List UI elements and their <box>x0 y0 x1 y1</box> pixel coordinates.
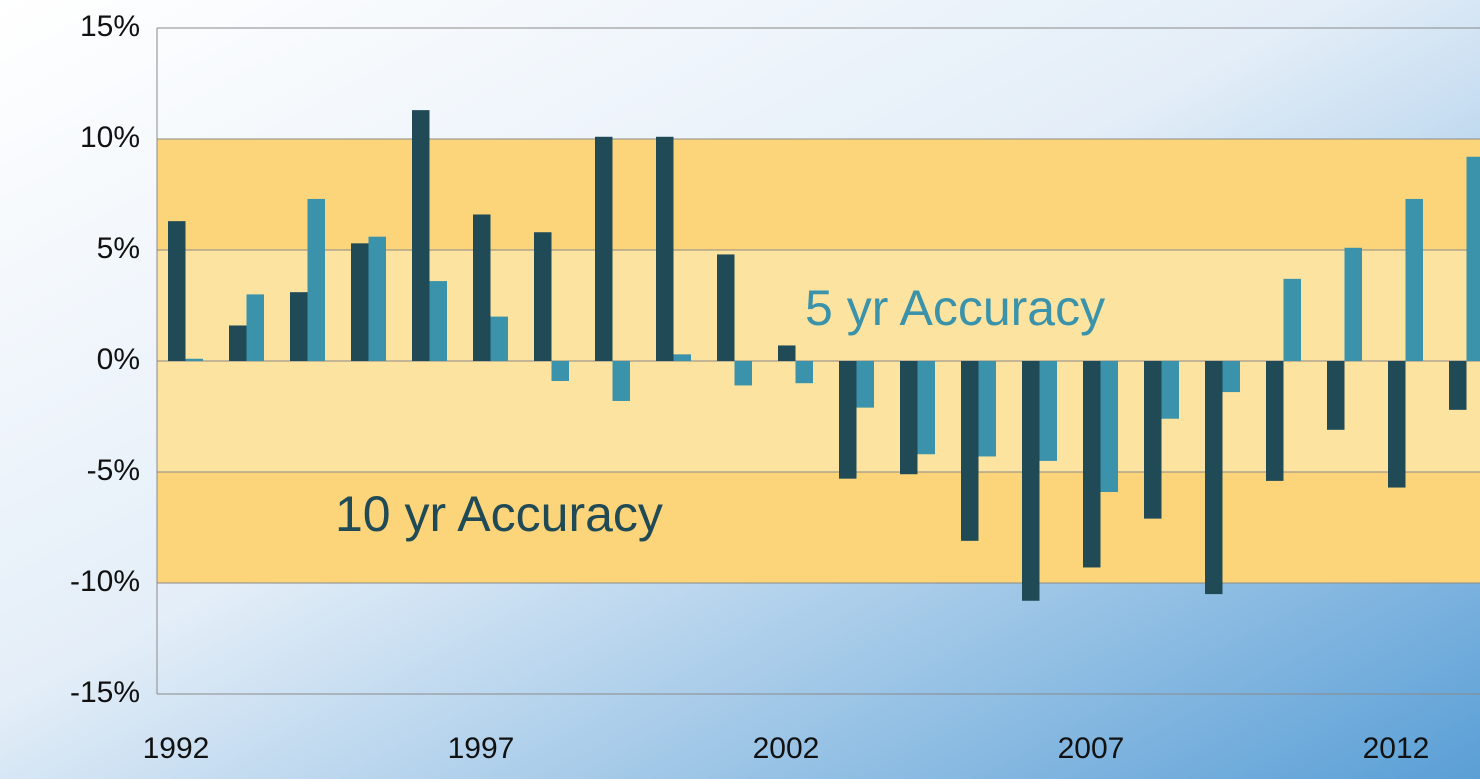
bar <box>1022 361 1040 601</box>
bar <box>1144 361 1162 519</box>
bar <box>1327 361 1345 430</box>
bar <box>839 361 857 479</box>
series-label: 10 yr Accuracy <box>335 486 663 542</box>
bar <box>1083 361 1101 568</box>
bar <box>351 243 369 361</box>
bar <box>717 254 735 361</box>
bar <box>856 361 874 408</box>
x-tick-label: 2012 <box>1363 732 1430 765</box>
y-tick-label: 15% <box>80 10 140 43</box>
x-tick-label: 2007 <box>1058 732 1125 765</box>
bar <box>978 361 996 457</box>
bar <box>551 361 569 381</box>
bar <box>1283 278 1301 361</box>
bar <box>1466 156 1480 361</box>
bar <box>595 136 613 361</box>
bar <box>900 361 918 475</box>
bar <box>307 198 325 361</box>
y-tick-label: -10% <box>70 565 140 598</box>
y-tick-label: -15% <box>70 676 140 709</box>
bar <box>473 214 491 361</box>
bar <box>229 325 247 361</box>
bar <box>1205 361 1223 595</box>
bar <box>1449 361 1467 410</box>
bar <box>778 345 796 361</box>
y-tick-label: 0% <box>97 343 140 376</box>
bar <box>1100 361 1118 492</box>
bar <box>656 136 674 361</box>
bar <box>1266 361 1284 481</box>
bar <box>368 236 386 361</box>
bar <box>1039 361 1057 461</box>
series-label: 5 yr Accuracy <box>805 280 1105 336</box>
x-tick-label: 2002 <box>753 732 820 765</box>
bar <box>429 281 447 361</box>
bar <box>961 361 979 541</box>
bar <box>412 110 430 361</box>
bar <box>1405 198 1423 361</box>
y-tick-label: 5% <box>97 232 140 265</box>
bar <box>168 221 186 361</box>
x-tick-label: 1997 <box>448 732 515 765</box>
bar <box>1161 361 1179 419</box>
bar <box>612 361 630 401</box>
bar <box>490 316 508 361</box>
bar <box>246 294 264 361</box>
bar <box>1222 361 1240 393</box>
bar <box>185 358 203 361</box>
bar <box>1344 247 1362 361</box>
bar <box>534 232 552 361</box>
bar <box>673 354 691 361</box>
bar <box>1388 361 1406 488</box>
bar <box>917 361 935 455</box>
y-tick-label: 10% <box>80 121 140 154</box>
bar <box>734 361 752 386</box>
y-tick-label: -5% <box>87 454 140 487</box>
x-tick-label: 1992 <box>143 732 210 765</box>
bar <box>795 361 813 384</box>
bar <box>290 292 308 361</box>
